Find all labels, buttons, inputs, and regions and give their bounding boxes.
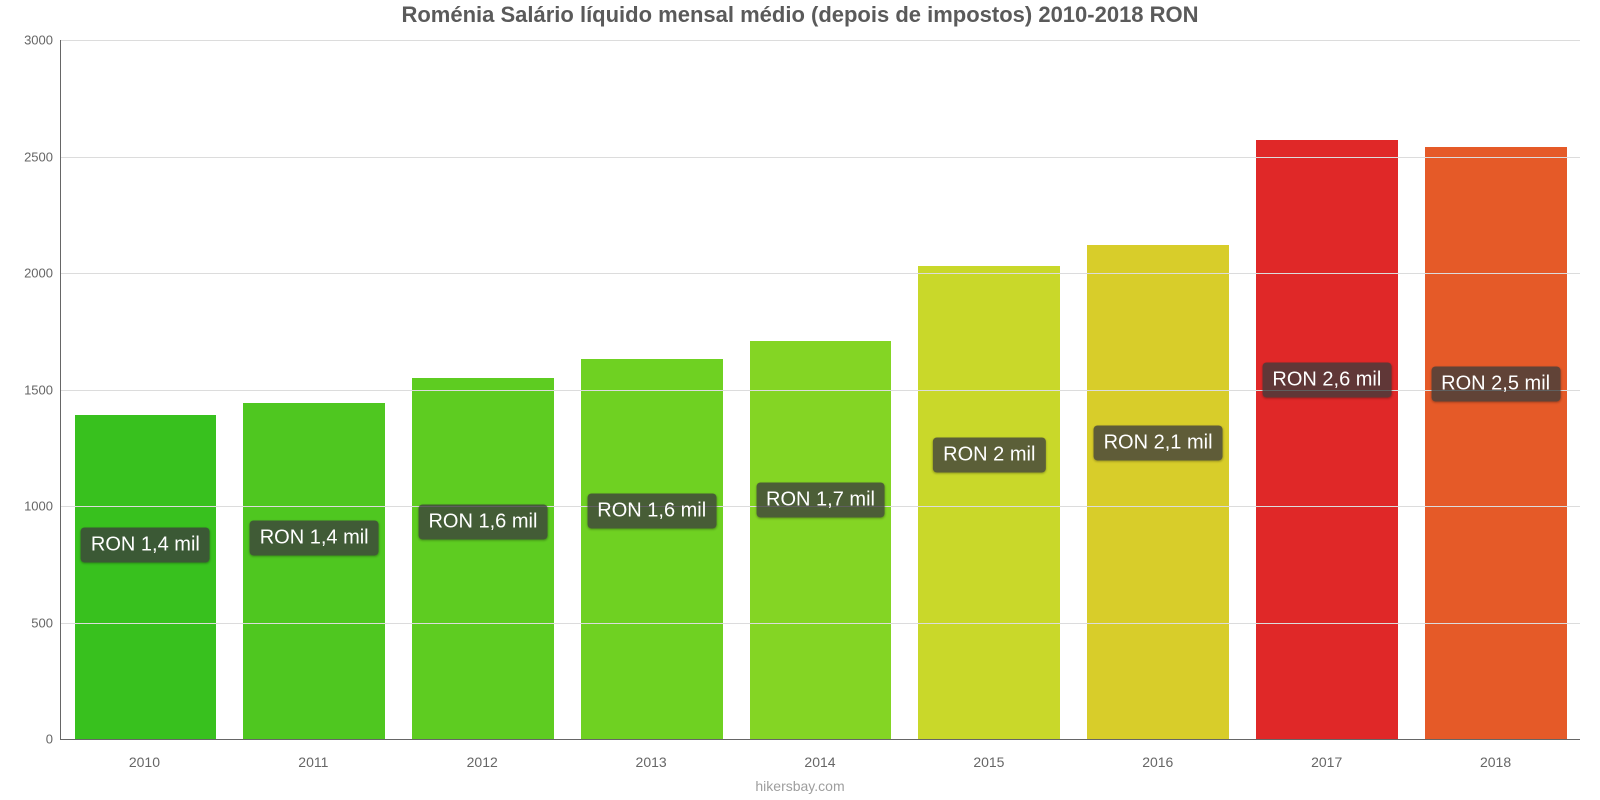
bar: RON 1,6 mil <box>581 359 723 739</box>
x-tick-label: 2015 <box>904 754 1073 770</box>
chart-title: Roménia Salário líquido mensal médio (de… <box>0 2 1600 28</box>
gridline <box>61 157 1580 158</box>
y-tick-label: 2500 <box>24 149 61 164</box>
x-tick-label: 2017 <box>1242 754 1411 770</box>
bar: RON 2 mil <box>918 266 1060 739</box>
value-badge: RON 1,6 mil <box>587 494 716 529</box>
bar-slot: RON 2,6 mil <box>1242 40 1411 739</box>
bar: RON 2,5 mil <box>1425 147 1567 739</box>
x-axis-labels: 201020112012201320142015201620172018 <box>60 754 1580 770</box>
gridline <box>61 623 1580 624</box>
bar: RON 1,7 mil <box>750 341 892 739</box>
y-tick-label: 1500 <box>24 382 61 397</box>
bar: RON 1,6 mil <box>412 378 554 739</box>
value-badge: RON 1,4 mil <box>81 527 210 562</box>
value-badge: RON 2,5 mil <box>1431 366 1560 401</box>
x-tick-label: 2011 <box>229 754 398 770</box>
gridline <box>61 40 1580 41</box>
value-badge: RON 2,1 mil <box>1094 425 1223 460</box>
y-tick-label: 500 <box>31 615 61 630</box>
bar: RON 2,6 mil <box>1256 140 1398 739</box>
gridline <box>61 273 1580 274</box>
x-tick-label: 2010 <box>60 754 229 770</box>
y-tick-label: 1000 <box>24 499 61 514</box>
x-tick-label: 2014 <box>736 754 905 770</box>
value-badge: RON 1,7 mil <box>756 482 885 517</box>
x-tick-label: 2016 <box>1073 754 1242 770</box>
value-badge: RON 2,6 mil <box>1262 362 1391 397</box>
x-tick-label: 2018 <box>1411 754 1580 770</box>
value-badge: RON 1,4 mil <box>250 520 379 555</box>
x-tick-label: 2012 <box>398 754 567 770</box>
bar: RON 2,1 mil <box>1087 245 1229 739</box>
salary-bar-chart: Roménia Salário líquido mensal médio (de… <box>0 0 1600 800</box>
y-tick-label: 2000 <box>24 266 61 281</box>
value-badge: RON 2 mil <box>933 438 1045 473</box>
value-badge: RON 1,6 mil <box>418 505 547 540</box>
y-tick-label: 3000 <box>24 33 61 48</box>
y-tick-label: 0 <box>46 732 61 747</box>
bar: RON 1,4 mil <box>243 403 385 739</box>
chart-footer: hikersbay.com <box>0 778 1600 794</box>
plot-area: RON 1,4 mil RON 1,4 mil RON 1,6 mil RON 1,6… <box>60 40 1580 740</box>
x-tick-label: 2013 <box>567 754 736 770</box>
bar-slot: RON 2,5 mil <box>1411 40 1580 739</box>
bar: RON 1,4 mil <box>75 415 217 739</box>
